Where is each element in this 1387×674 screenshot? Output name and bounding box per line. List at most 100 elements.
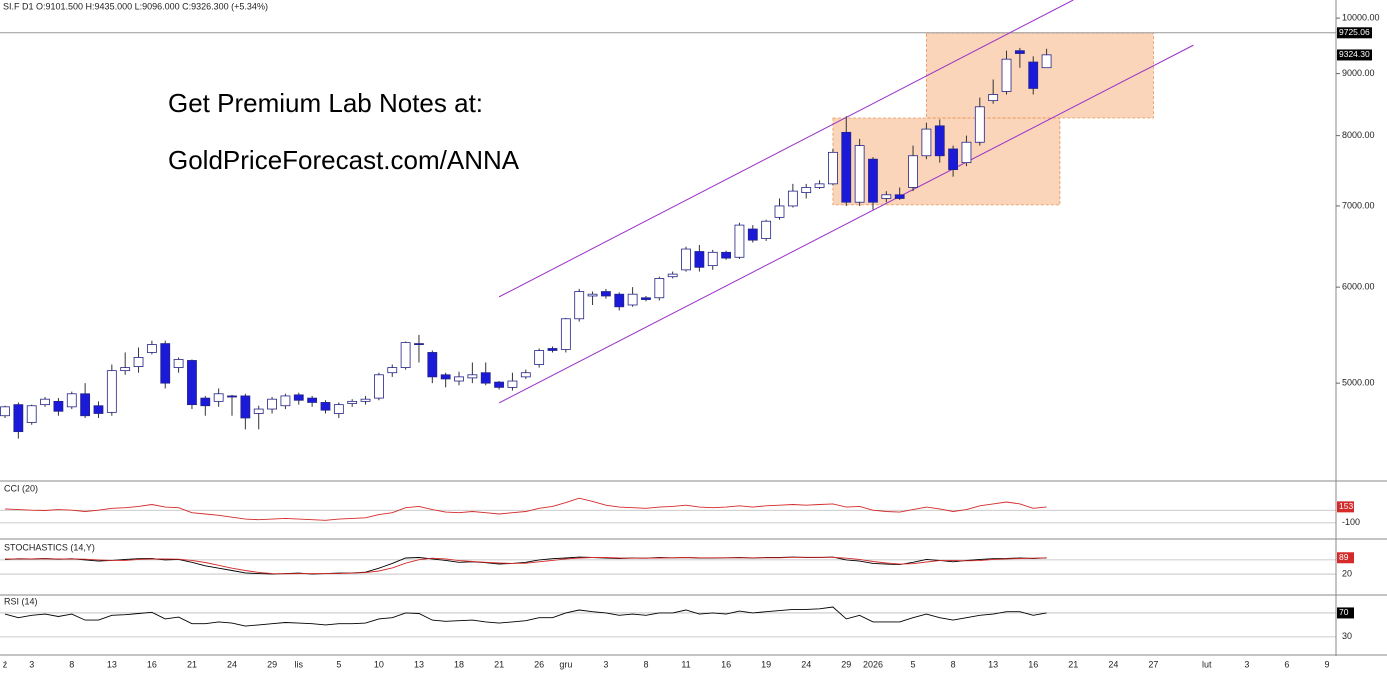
x-tick-label: lut xyxy=(1202,659,1212,669)
candle-body xyxy=(173,359,184,368)
price-zone xyxy=(925,32,1154,119)
candle-body xyxy=(814,183,825,188)
x-tick-label: 9 xyxy=(1324,659,1329,669)
candle-body xyxy=(520,372,531,378)
y-tick-label: 20 xyxy=(1342,568,1352,578)
candle-body xyxy=(908,155,918,188)
x-tick-label: 16 xyxy=(721,659,731,669)
candle-body xyxy=(694,251,705,268)
x-tick-label: 5 xyxy=(911,659,916,669)
x-tick-label: 21 xyxy=(1068,659,1078,669)
candle-body xyxy=(26,405,37,423)
x-tick-label: lis xyxy=(295,659,304,669)
candle-body xyxy=(1001,58,1012,92)
value-box xyxy=(1337,607,1354,619)
plot-layer xyxy=(0,0,1336,638)
candle-body xyxy=(440,374,451,380)
candle-body xyxy=(200,397,211,407)
x-tick-label: 11 xyxy=(681,659,690,669)
candle-body xyxy=(507,380,518,388)
candle-body xyxy=(988,94,999,102)
indicator-line xyxy=(5,556,1047,575)
candle-body xyxy=(267,398,277,410)
candle-body xyxy=(574,291,585,320)
candle-body xyxy=(667,273,678,278)
candle-body xyxy=(587,293,598,297)
x-tick-label: 10 xyxy=(374,659,384,669)
promo-line: GoldPriceForecast.com/ANNA xyxy=(168,145,520,175)
channel-line xyxy=(498,0,1074,298)
y-tick-label: 6000.00 xyxy=(1342,282,1375,292)
candle-body xyxy=(13,404,24,433)
candle-body xyxy=(146,344,157,353)
x-tick-label: 27 xyxy=(1148,659,1158,669)
x-tick-label: 21 xyxy=(494,659,504,669)
x-tick-label: ź xyxy=(3,659,8,669)
candle-body xyxy=(1014,50,1025,54)
candle-body xyxy=(66,393,77,408)
price-box-label: 9324.30 xyxy=(1339,49,1370,59)
x-tick-label: 29 xyxy=(841,659,851,669)
candle-body xyxy=(721,251,731,259)
candle-body xyxy=(1028,61,1039,89)
candle-body xyxy=(881,194,892,199)
x-tick-label: 3 xyxy=(1244,659,1249,669)
x-tick-label: 5 xyxy=(336,659,341,669)
candle-body xyxy=(1041,54,1052,69)
candle-body xyxy=(467,374,478,379)
candle-body xyxy=(601,291,611,297)
candle-body xyxy=(106,370,117,413)
candle-body xyxy=(841,131,852,203)
candle-body xyxy=(627,293,638,306)
candle-body xyxy=(227,395,237,398)
y-tick-label: 10000.00 xyxy=(1342,12,1380,22)
candle-body xyxy=(494,381,504,388)
candle-body xyxy=(787,190,798,207)
candle-body xyxy=(560,318,571,350)
candle-body xyxy=(480,372,491,384)
candle-body xyxy=(253,408,264,414)
candle-body xyxy=(320,402,331,411)
x-tick-label: 3 xyxy=(603,659,608,669)
price-box-label: 9725.06 xyxy=(1339,27,1370,37)
candle-body xyxy=(53,400,64,412)
x-tick-label: 24 xyxy=(801,659,811,669)
candle-body xyxy=(293,394,304,401)
candle-body xyxy=(868,158,878,203)
candle-body xyxy=(387,367,398,374)
value-box xyxy=(1337,501,1354,513)
y-tick-label: 5000.00 xyxy=(1342,378,1375,388)
candle-body xyxy=(707,251,718,267)
candle-body xyxy=(534,350,545,365)
candle-body xyxy=(974,106,985,143)
indicator-line xyxy=(4,606,1047,627)
value-box-label: 153 xyxy=(1339,501,1353,511)
candle-body xyxy=(934,125,945,157)
promo-line: Get Premium Lab Notes at: xyxy=(168,88,483,118)
candle-body xyxy=(240,395,251,419)
x-tick-label: 26 xyxy=(534,659,544,669)
x-tick-label: 16 xyxy=(147,659,157,669)
candle-body xyxy=(373,374,384,399)
x-tick-label: 8 xyxy=(69,659,74,669)
y-tick-label: 8000.00 xyxy=(1342,130,1375,140)
x-tick-label: 21 xyxy=(187,659,197,669)
candle-body xyxy=(160,343,171,384)
x-tick-label: 13 xyxy=(414,659,424,669)
x-tick-label: 19 xyxy=(761,659,771,669)
candle-body xyxy=(547,348,558,351)
price-box xyxy=(1337,49,1372,61)
candle-body xyxy=(0,406,10,417)
x-tick-label: 24 xyxy=(227,659,237,669)
panel-title: STOCHASTICS (14,Y) xyxy=(4,542,95,552)
x-tick-label: 2026 xyxy=(863,659,883,669)
candle-body xyxy=(828,151,838,185)
header: SI.F D1 O:9101.500 H:9435.000 L:9096.000… xyxy=(3,1,268,11)
candle-body xyxy=(641,297,651,300)
channel-line xyxy=(498,44,1194,404)
panel-title: RSI (14) xyxy=(4,596,38,606)
candle-body xyxy=(333,404,344,414)
panel-title: CCI (20) xyxy=(4,483,38,493)
